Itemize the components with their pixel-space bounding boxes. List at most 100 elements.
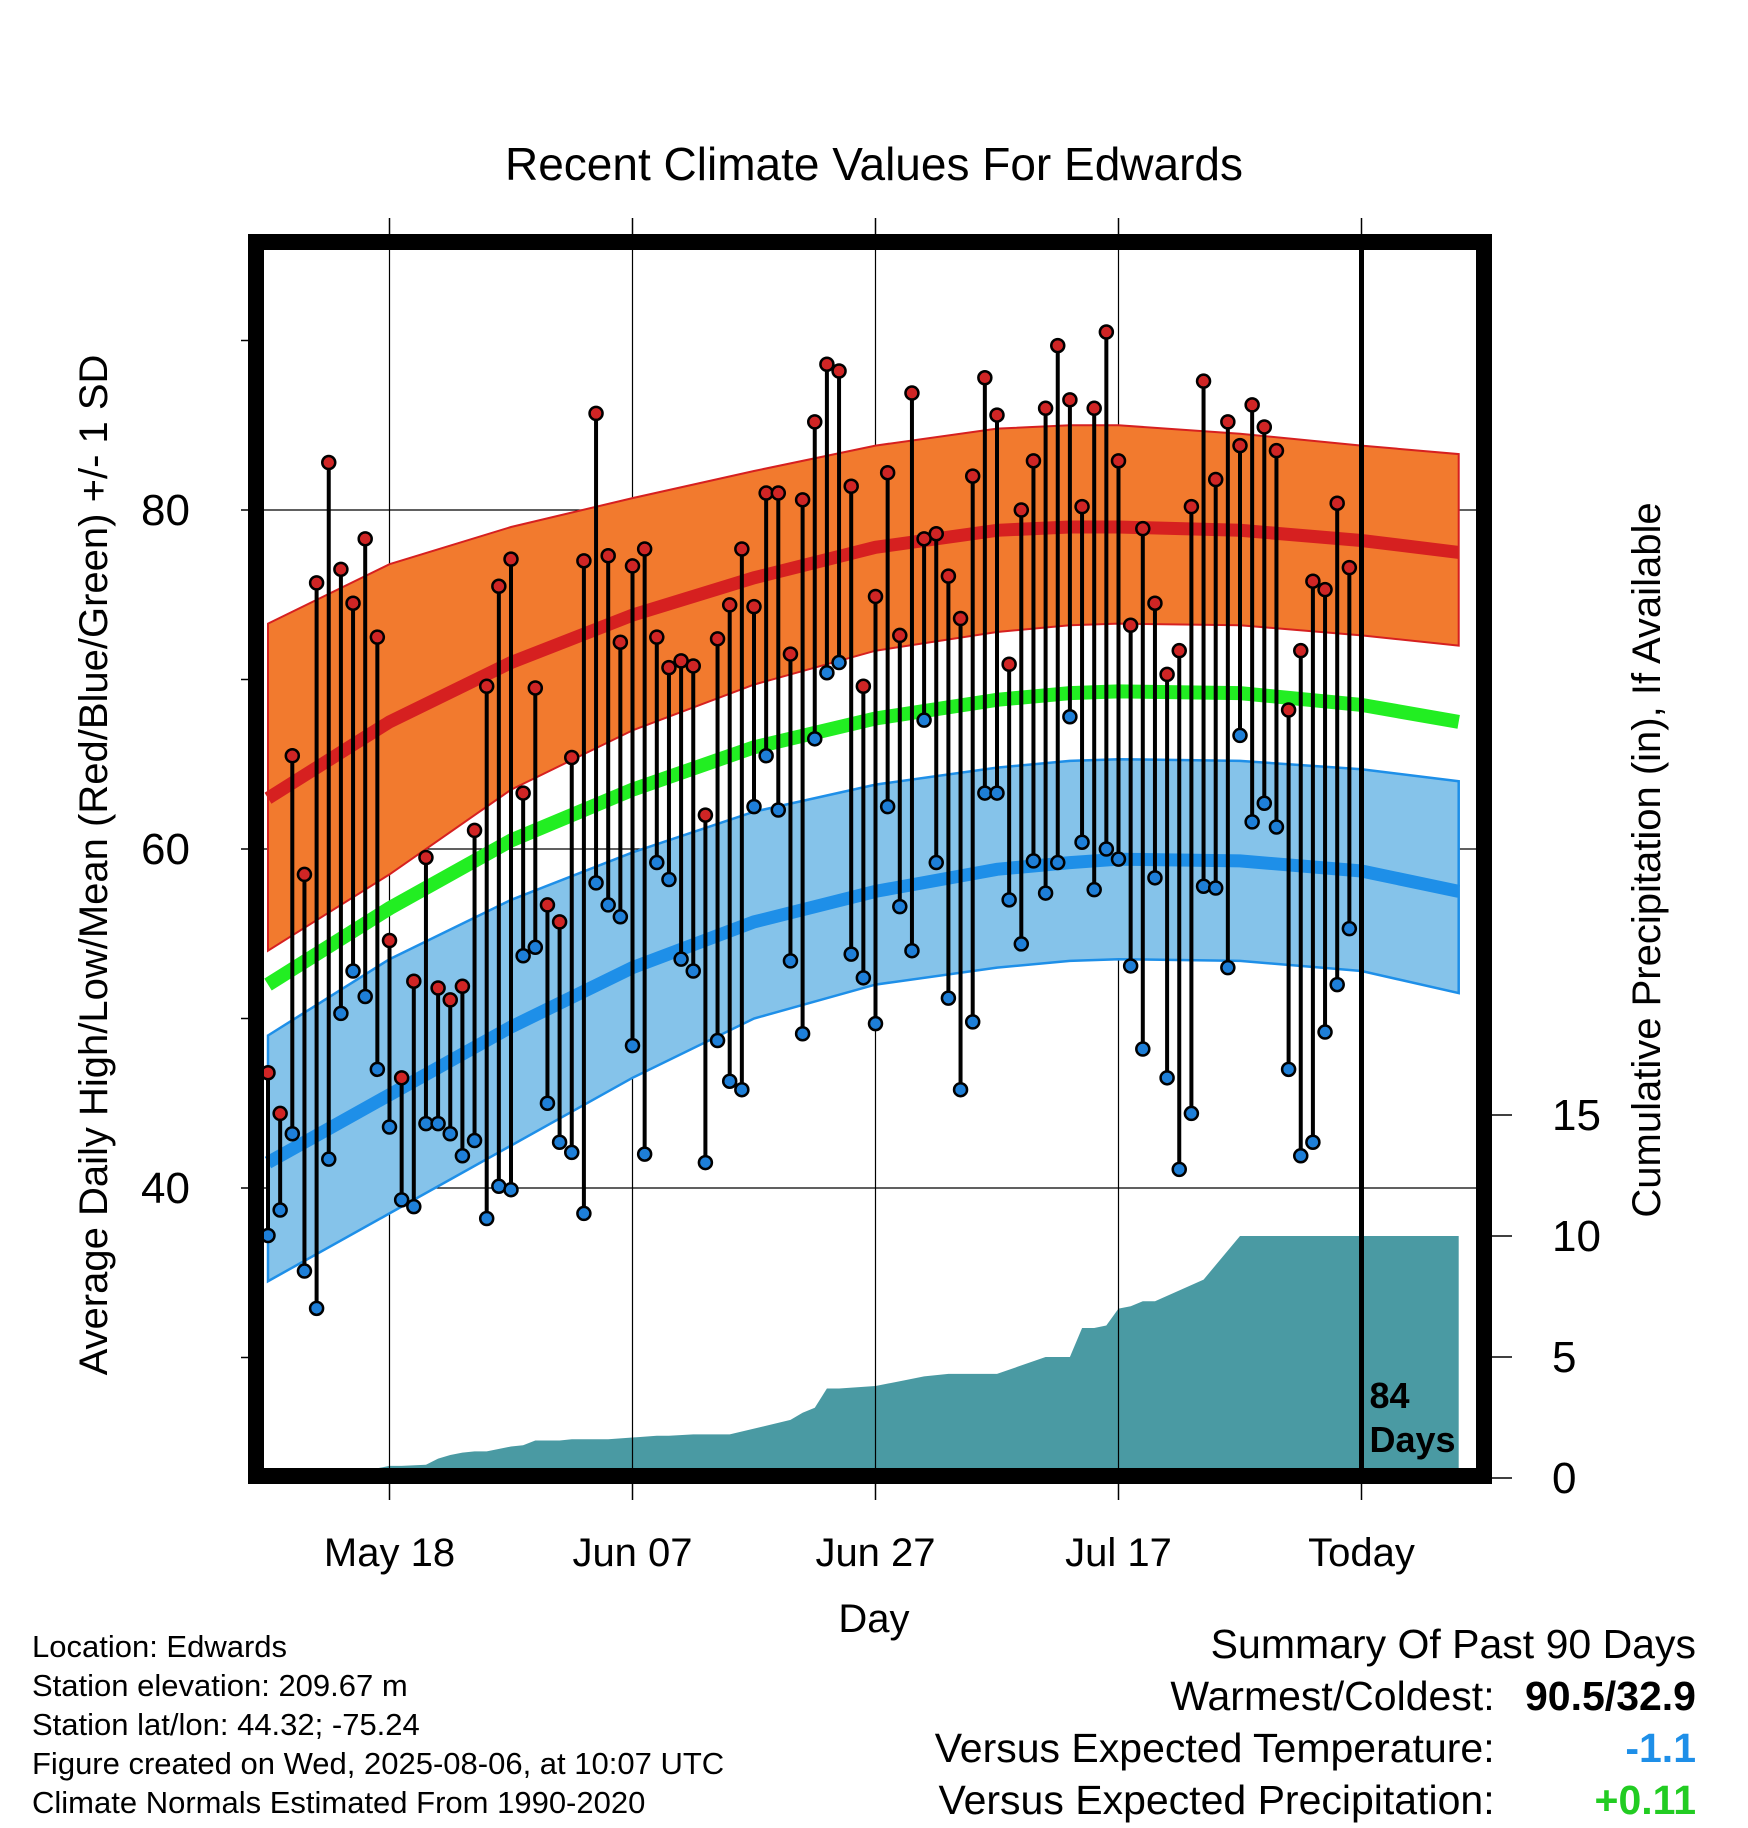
precip-value: +0.11 [1594, 1777, 1696, 1823]
daily-high-point [843, 478, 859, 495]
daily-low-point [612, 909, 629, 925]
daily-high-point [721, 597, 738, 613]
plot-frame [248, 234, 1492, 1484]
daily-high-point [782, 646, 799, 662]
daily-high-point [345, 595, 361, 611]
y2-tick-label-15: 15 [1552, 1091, 1601, 1140]
daily-high-point [1001, 656, 1017, 672]
daily-low-point [916, 712, 932, 728]
daily-high-point [952, 610, 969, 627]
daily-high-point [1037, 400, 1054, 417]
daily-low-point [1220, 959, 1236, 976]
daily-high-point [491, 578, 507, 595]
daily-low-point [1329, 976, 1345, 993]
daily-high-point [1317, 581, 1333, 598]
marker-days-label: Days [1370, 1419, 1456, 1460]
daily-high-point [1244, 397, 1260, 413]
daily-high-point [1195, 373, 1212, 389]
daily-low-point [381, 1119, 398, 1135]
daily-low-point [807, 731, 823, 747]
daily-low-point [1341, 920, 1358, 937]
daily-low-point [892, 898, 908, 915]
daily-high-point [539, 897, 556, 913]
daily-low-point [734, 1081, 750, 1098]
daily-high-point [989, 407, 1005, 423]
daily-low-point [576, 1205, 592, 1222]
created-line: Figure created on Wed, 2025-08-06, at 10… [32, 1746, 725, 1781]
daily-high-point [831, 363, 847, 379]
daily-high-point [964, 468, 981, 484]
daily-low-point [333, 1005, 349, 1022]
daily-low-point [272, 1202, 288, 1218]
daily-low-point [758, 748, 774, 764]
daily-low-point [1207, 880, 1224, 896]
daily-low-point [600, 897, 616, 913]
x-tick-label: Today [1308, 1531, 1415, 1575]
daily-low-point [661, 871, 677, 888]
temp-row: Versus Expected Temperature: -1.1 [935, 1722, 1696, 1774]
daily-high-point [879, 464, 896, 481]
elevation-line: Station elevation: 209.67 m [32, 1668, 408, 1703]
daily-high-point [855, 678, 872, 695]
daily-high-point [1232, 437, 1248, 454]
daily-low-point [430, 1115, 446, 1132]
daily-high-point [296, 866, 313, 883]
daily-low-point [357, 988, 373, 1005]
daily-low-point [1293, 1148, 1309, 1164]
daily-low-point [1050, 854, 1066, 871]
daily-low-point [1159, 1070, 1175, 1086]
daily-high-point [1147, 595, 1163, 611]
daily-high-point [697, 807, 714, 823]
warmest-label: Warmest/Coldest: [1170, 1673, 1495, 1719]
daily-high-point [746, 598, 762, 615]
daily-high-point [430, 980, 446, 996]
daily-high-point [551, 914, 568, 930]
daily-low-point [1025, 853, 1042, 869]
daily-high-point [709, 631, 726, 647]
daily-high-point [1207, 471, 1224, 488]
daily-high-point [515, 785, 531, 801]
latlon-line: Station lat/lon: 44.32; -75.24 [32, 1707, 420, 1742]
daily-high-point [333, 561, 349, 578]
daily-high-point [527, 680, 544, 696]
daily-high-point [624, 558, 641, 574]
daily-high-point [867, 588, 884, 605]
daily-high-point [794, 492, 811, 508]
daily-high-point [466, 822, 483, 839]
daily-high-point [321, 454, 337, 471]
daily-low-point [539, 1095, 556, 1111]
daily-high-point [807, 414, 823, 430]
daily-high-point [418, 849, 434, 866]
daily-high-point [734, 541, 750, 557]
daily-low-point [1001, 892, 1017, 908]
y2-tick-label-0: 0 [1552, 1454, 1576, 1503]
daily-low-point [1086, 881, 1102, 898]
daily-high-point [1110, 453, 1127, 469]
daily-low-point [393, 1192, 410, 1208]
daily-low-point [1098, 841, 1115, 857]
daily-high-point [1293, 642, 1309, 659]
summary-panel: Summary Of Past 90 Days Warmest/Coldest:… [935, 1618, 1696, 1826]
daily-high-point [977, 370, 993, 386]
daily-low-point [989, 785, 1005, 801]
daily-high-point [1329, 495, 1345, 511]
daily-low-point [782, 953, 799, 969]
station-info: Location: Edwards Station elevation: 209… [32, 1627, 724, 1822]
daily-low-point [673, 951, 689, 967]
daily-high-point [1013, 502, 1030, 518]
daily-high-point [284, 748, 301, 764]
daily-low-point [588, 875, 604, 891]
daily-high-point [1025, 453, 1042, 469]
daily-low-point [685, 963, 701, 979]
y-axis-label: Average Daily High/Low/Mean (Red/Blue/Gr… [72, 355, 116, 1376]
precip-row: Versus Expected Precipitation: +0.11 [935, 1774, 1697, 1826]
daily-high-point [940, 568, 957, 584]
chart-title: Recent Climate Values For Edwards [505, 138, 1243, 190]
daily-low-point [770, 802, 787, 818]
daily-low-point [649, 854, 665, 871]
daily-high-point [904, 385, 920, 401]
daily-low-point [1062, 709, 1078, 725]
daily-high-point [262, 1064, 276, 1081]
